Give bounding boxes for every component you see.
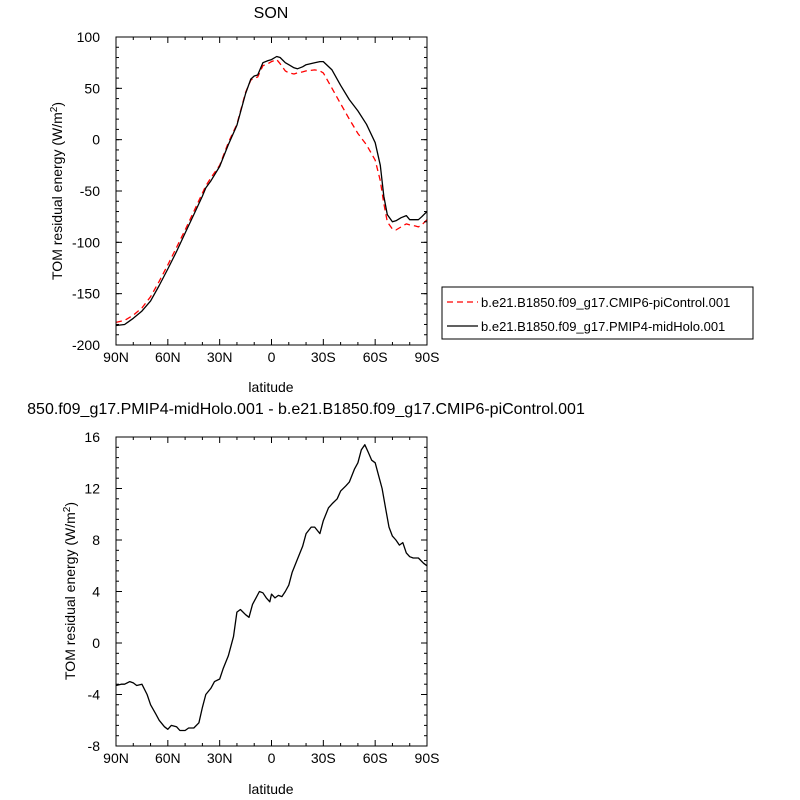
top-chart-ytick-label-4: -100 <box>72 234 100 250</box>
bottom-chart-xtick-label-5: 60S <box>363 750 388 766</box>
bottom-chart: 850.f09_g17.PMIP4-midHolo.001 - b.e21.B1… <box>27 401 585 797</box>
bottom-chart-ylabel: TOM residual energy (W/m2) <box>62 502 78 680</box>
bottom-chart-ytick-label-5: -4 <box>88 687 101 703</box>
legend-box <box>441 286 754 340</box>
top-chart-xtick-label-1: 60N <box>155 349 181 365</box>
top-chart-lines <box>115 55 428 327</box>
top-chart-legend: b.e21.B1850.f09_g17.CMIP6-piControl.001 … <box>441 286 754 340</box>
bottom-chart-ytick-label-1: 12 <box>84 481 100 497</box>
legend-label-midholo: b.e21.B1850.f09_g17.PMIP4-midHolo.001 <box>481 319 725 334</box>
top-chart-series-line-1 <box>115 55 428 327</box>
bottom-chart-ytick-label-4: 0 <box>92 635 100 651</box>
top-chart-ylabel: TOM residual energy (W/m2) <box>49 102 65 280</box>
top-chart-ytick-label-1: 50 <box>84 80 100 96</box>
top-chart-xtick-label-3: 0 <box>268 349 276 365</box>
legend-label-picontrol: b.e21.B1850.f09_g17.CMIP6-piControl.001 <box>481 295 730 310</box>
bottom-chart-xtick-label-2: 30N <box>207 750 233 766</box>
top-chart-title: SON <box>254 5 289 22</box>
bottom-chart-lines <box>115 444 428 732</box>
bottom-chart-xtick-label-3: 0 <box>268 750 276 766</box>
top-chart-xlabel: latitude <box>248 379 293 395</box>
top-chart-series-line-0 <box>115 58 428 324</box>
top-chart: SON 90N 60N 30N 0 30S 60S 90S 100 50 0 -50 -100 -150… <box>49 5 439 395</box>
top-chart-ticks: 90N 60N 30N 0 30S 60S 90S 100 50 0 -50 -100 -150 -200 <box>72 29 439 365</box>
top-chart-xtick-label-6: 90S <box>415 349 440 365</box>
top-chart-xtick-label-0: 90N <box>103 349 129 365</box>
top-chart-xtick-label-5: 60S <box>363 349 388 365</box>
bottom-chart-series-line-0 <box>115 444 428 732</box>
top-chart-xtick-label-2: 30N <box>207 349 233 365</box>
bottom-chart-xtick-label-6: 90S <box>415 750 440 766</box>
bottom-chart-title: 850.f09_g17.PMIP4-midHolo.001 - b.e21.B1… <box>27 401 585 418</box>
bottom-chart-xtick-label-1: 60N <box>155 750 181 766</box>
bottom-chart-ytick-label-2: 8 <box>92 532 100 548</box>
bottom-chart-ytick-label-3: 4 <box>92 584 100 600</box>
bottom-chart-xlabel: latitude <box>248 781 293 797</box>
top-chart-ytick-label-0: 100 <box>77 29 101 45</box>
bottom-chart-xtick-label-4: 30S <box>311 750 336 766</box>
top-chart-ytick-label-6: -200 <box>72 337 100 353</box>
top-chart-xtick-label-4: 30S <box>311 349 336 365</box>
top-chart-ytick-label-2: 0 <box>92 132 100 148</box>
bottom-chart-ytick-label-6: -8 <box>88 738 101 754</box>
bottom-chart-xtick-label-0: 90N <box>103 750 129 766</box>
top-chart-ytick-label-5: -150 <box>72 286 100 302</box>
bottom-chart-ytick-label-0: 16 <box>84 429 100 445</box>
bottom-chart-ticks: 90N 60N 30N 0 30S 60S 90S 16 12 8 4 0 -4 -8 <box>84 429 439 766</box>
top-chart-ytick-label-3: -50 <box>80 183 100 199</box>
